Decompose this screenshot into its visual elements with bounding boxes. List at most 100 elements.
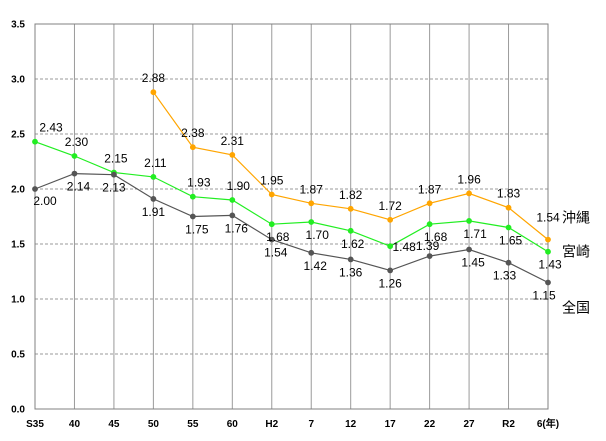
series-name: 全国: [562, 300, 590, 316]
data-label: 1.68: [424, 230, 448, 244]
axes: 0.0 0.5 1.0 1.5 2.0 2.5 3.0 3.5 S35 40 45 50 55 60 H2 7…: [11, 20, 559, 431]
data-point: [426, 253, 433, 260]
data-point: [268, 191, 275, 198]
x-tick-label: 45: [108, 419, 120, 430]
data-label: 1.91: [142, 205, 166, 219]
data-label: 1.54: [536, 211, 560, 225]
data-point: [229, 197, 236, 203]
series-line-1: [34, 141, 549, 253]
data-point: [545, 279, 551, 286]
data-label: 1.76: [225, 221, 249, 235]
grid-lines: [35, 24, 548, 409]
data-point: [387, 243, 394, 250]
data-label: 1.87: [300, 182, 324, 196]
data-label: 1.87: [418, 182, 442, 196]
series-line-2: [34, 172, 549, 284]
data-point: [426, 221, 433, 228]
y-tick-label: 0.0: [11, 405, 25, 416]
data-point: [32, 186, 38, 192]
data-point: [347, 256, 354, 263]
data-point: [466, 190, 472, 197]
x-tick-label: 7: [308, 419, 314, 430]
data-point: [229, 212, 236, 219]
data-label: 1.62: [341, 237, 365, 251]
data-point: [545, 236, 551, 243]
data-label: 1.83: [497, 187, 521, 201]
x-tick-label: 50: [148, 419, 160, 430]
data-label: 2.38: [181, 126, 205, 140]
data-point: [150, 89, 157, 96]
y-tick-label: 1.0: [11, 295, 25, 306]
x-tick-label: 40: [69, 419, 81, 430]
data-label: 2.11: [144, 156, 167, 170]
data-point: [150, 196, 157, 202]
y-tick-label: 2.0: [11, 185, 25, 196]
data-label: 1.90: [227, 179, 251, 193]
y-tick-label: 2.5: [11, 130, 25, 141]
data-label: 2.30: [65, 135, 89, 149]
data-point: [308, 219, 315, 225]
x-tick-label: 22: [424, 419, 436, 430]
data-label: 1.95: [260, 174, 284, 188]
data-labels: 2.88 2.38 2.31 1.95 1.87 1.82 1.72 1.87 1.96 1.83…: [33, 71, 562, 302]
data-point: [189, 213, 196, 220]
data-point: [71, 170, 78, 177]
data-label: 2.31: [221, 134, 245, 148]
data-label: 1.82: [339, 188, 363, 202]
data-label: 1.75: [185, 223, 209, 237]
data-point: [505, 259, 512, 266]
data-label: 1.33: [493, 269, 517, 283]
series-name: 沖縄: [562, 210, 590, 226]
data-point: [111, 171, 117, 178]
data-point: [308, 200, 315, 207]
data-label: 1.72: [378, 199, 402, 213]
data-point: [347, 227, 354, 234]
data-point: [150, 174, 157, 180]
data-point: [466, 218, 472, 224]
data-label: 2.00: [33, 194, 57, 208]
data-label: 2.43: [39, 121, 63, 135]
data-point: [347, 205, 354, 212]
data-label: 1.70: [306, 228, 330, 242]
data-point: [189, 144, 196, 151]
data-point: [545, 248, 551, 255]
data-label: 2.14: [67, 180, 91, 194]
data-point: [268, 236, 275, 243]
series-name: 宮崎: [562, 244, 590, 260]
plot-border: [34, 23, 549, 410]
data-point: [71, 153, 78, 159]
data-label: 1.36: [339, 265, 363, 279]
x-tick-label: 6(年): [537, 417, 559, 430]
x-tick-label: 17: [385, 419, 397, 430]
data-point: [229, 152, 236, 158]
x-tick-label: R2: [502, 419, 515, 430]
x-tick-label: 27: [464, 419, 476, 430]
data-label: 1.48: [392, 240, 416, 254]
data-point: [426, 200, 433, 207]
y-tick-label: 1.5: [11, 240, 25, 251]
data-point: [308, 249, 315, 256]
data-label: 1.65: [499, 234, 523, 248]
data-point: [387, 267, 394, 274]
x-tick-label: 55: [187, 419, 199, 430]
x-tick-label: S35: [26, 419, 44, 430]
data-label: 2.15: [104, 152, 128, 166]
data-label: 1.68: [266, 230, 290, 244]
data-point: [505, 224, 512, 231]
y-tick-label: 0.5: [11, 350, 25, 361]
data-label: 1.45: [461, 256, 485, 270]
data-point: [189, 193, 196, 200]
data-point: [505, 204, 512, 211]
data-label: 1.43: [538, 258, 562, 272]
data-point: [32, 138, 38, 145]
data-label: 1.15: [532, 289, 556, 303]
data-label: 2.88: [142, 71, 166, 85]
y-tick-label: 3.0: [11, 75, 25, 86]
series-points: [32, 89, 551, 286]
y-tick-label: 3.5: [11, 20, 25, 31]
data-point: [387, 216, 394, 223]
data-label: 1.93: [187, 176, 211, 190]
data-point: [268, 221, 275, 228]
data-label: 1.54: [264, 246, 288, 260]
